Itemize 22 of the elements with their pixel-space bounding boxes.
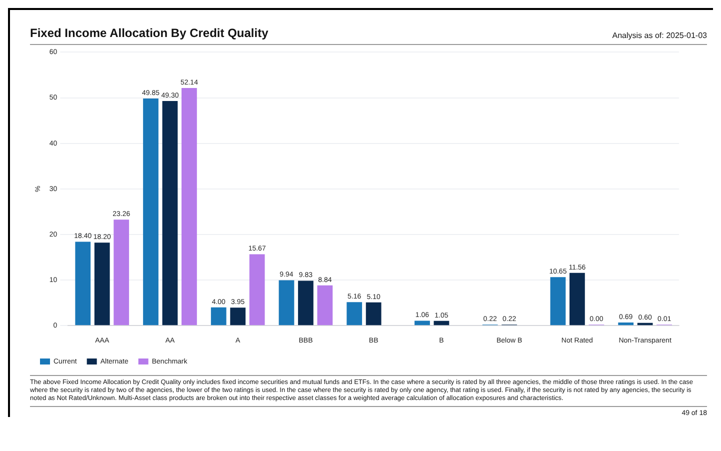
- bar: [230, 308, 246, 326]
- bar: [346, 302, 362, 326]
- bar: [75, 242, 91, 326]
- bar: [210, 307, 226, 326]
- bar: [182, 88, 197, 326]
- text: Analysis as of: 2025-01-03: [612, 31, 707, 40]
- bar: [143, 98, 158, 326]
- bar: [94, 242, 110, 326]
- bar: [278, 280, 294, 326]
- chart-title: Fixed Income Allocation By Credit Quality: [30, 26, 268, 40]
- bar: [249, 254, 265, 326]
- bar: [114, 220, 130, 326]
- bar: [414, 320, 430, 326]
- bar: [366, 302, 382, 326]
- bar: [162, 100, 178, 326]
- bar: [637, 322, 653, 326]
- bar: [550, 277, 566, 326]
- bar: [570, 272, 585, 326]
- bar: [434, 320, 450, 326]
- bar: [317, 285, 333, 326]
- bar: [298, 280, 314, 326]
- bar: [618, 322, 634, 326]
